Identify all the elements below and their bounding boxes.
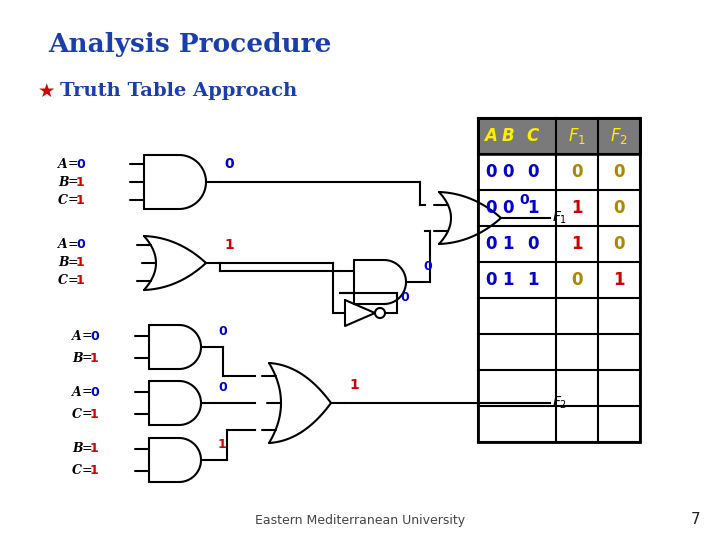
Text: Truth Table Approach: Truth Table Approach	[60, 82, 297, 100]
Text: 0: 0	[76, 158, 85, 171]
Text: 1: 1	[503, 271, 514, 289]
Text: B: B	[58, 176, 68, 188]
Text: B: B	[58, 256, 68, 269]
Text: A: A	[72, 329, 82, 342]
Text: 0: 0	[423, 260, 432, 273]
Text: 1: 1	[90, 352, 99, 365]
Bar	[478, 118, 640, 154]
Text: =: =	[82, 442, 93, 456]
Text: 1: 1	[90, 464, 99, 477]
Text: =: =	[68, 274, 78, 287]
Text: 0: 0	[485, 199, 497, 217]
Text: 0: 0	[613, 199, 625, 217]
Text: 0: 0	[218, 325, 227, 338]
Text: 1: 1	[503, 235, 514, 253]
Text: 0: 0	[485, 163, 497, 181]
Text: 1: 1	[571, 235, 582, 253]
Text: 0: 0	[76, 239, 85, 252]
Text: C: C	[72, 464, 82, 477]
Text: B: B	[502, 127, 514, 145]
Text: 0: 0	[485, 235, 497, 253]
Text: Analysis Procedure: Analysis Procedure	[48, 32, 331, 57]
Text: C: C	[58, 274, 68, 287]
Text: A: A	[58, 239, 68, 252]
Text: $F_2$: $F_2$	[610, 126, 628, 146]
Text: A: A	[485, 127, 498, 145]
Text: 0: 0	[503, 163, 514, 181]
Text: =: =	[68, 176, 78, 188]
Text: 0: 0	[224, 157, 233, 171]
Text: =: =	[68, 239, 78, 252]
Bar	[478, 118, 640, 442]
Text: 0: 0	[503, 199, 514, 217]
Text: B: B	[72, 352, 83, 365]
Text: 1: 1	[76, 256, 85, 269]
Text: =: =	[82, 464, 93, 477]
Text: 1: 1	[90, 408, 99, 421]
Text: =: =	[68, 193, 78, 206]
Text: 1: 1	[527, 199, 539, 217]
Text: A: A	[58, 158, 68, 171]
Text: $F_1$: $F_1$	[568, 126, 586, 146]
Text: A: A	[72, 386, 82, 399]
Text: 1: 1	[527, 271, 539, 289]
Text: =: =	[82, 352, 93, 365]
Text: =: =	[82, 386, 93, 399]
Text: 0: 0	[527, 163, 539, 181]
Text: $F_1$: $F_1$	[552, 210, 567, 226]
Text: 1: 1	[76, 274, 85, 287]
Text: 7: 7	[690, 512, 700, 527]
Text: C: C	[58, 193, 68, 206]
Text: 1: 1	[76, 193, 85, 206]
Text: =: =	[68, 256, 78, 269]
Text: 0: 0	[527, 235, 539, 253]
Text: 0: 0	[519, 193, 528, 207]
Text: 0: 0	[90, 329, 99, 342]
Text: 1: 1	[90, 442, 99, 456]
Text: 1: 1	[218, 438, 227, 451]
Text: 1: 1	[613, 271, 625, 289]
Text: 1: 1	[571, 199, 582, 217]
Text: 0: 0	[613, 163, 625, 181]
Text: 0: 0	[400, 291, 409, 304]
Text: 0: 0	[613, 235, 625, 253]
Text: =: =	[82, 329, 93, 342]
Text: B: B	[72, 442, 83, 456]
Text: C: C	[72, 408, 82, 421]
Text: =: =	[68, 158, 78, 171]
Text: 0: 0	[218, 381, 227, 394]
Text: 0: 0	[90, 386, 99, 399]
Text: 1: 1	[349, 378, 359, 392]
Text: $F_2$: $F_2$	[552, 395, 567, 411]
Text: 0: 0	[571, 271, 582, 289]
Text: Eastern Mediterranean University: Eastern Mediterranean University	[255, 514, 465, 527]
Text: 0: 0	[485, 271, 497, 289]
Text: ★: ★	[38, 82, 55, 101]
Text: 0: 0	[571, 163, 582, 181]
Text: 1: 1	[224, 238, 234, 252]
Text: =: =	[82, 408, 93, 421]
Text: 1: 1	[76, 176, 85, 188]
Text: C: C	[527, 127, 539, 145]
